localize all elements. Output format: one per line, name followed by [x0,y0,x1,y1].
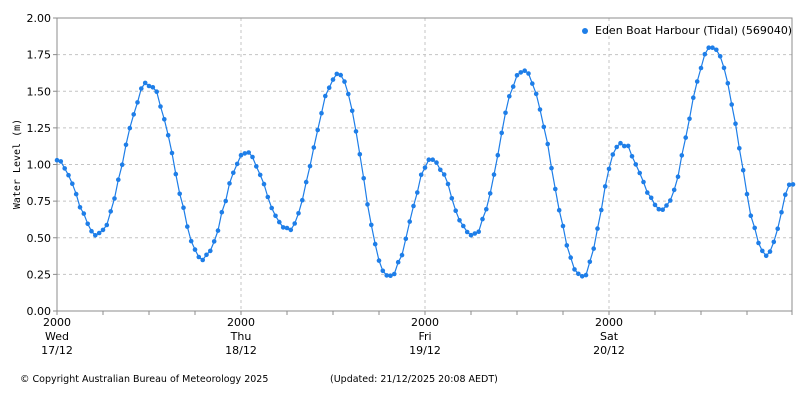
x-tick-label: 2000 Wed 17/12 [41,316,73,357]
svg-text:0.75: 0.75 [27,195,52,208]
svg-text:1.00: 1.00 [27,159,52,172]
x-tick-label: 2000 Thu 18/12 [225,316,257,357]
updated-timestamp: (Updated: 21/12/2025 20:08 AEDT) [330,374,498,385]
legend-label: Eden Boat Harbour (Tidal) (569040) [595,24,793,37]
svg-text:0.50: 0.50 [27,232,52,245]
svg-text:1.75: 1.75 [27,49,52,62]
x-tick-label: 2000 Fri 19/12 [409,316,441,357]
svg-text:1.50: 1.50 [27,85,52,98]
svg-text:2.00: 2.00 [27,12,52,25]
svg-text:1.25: 1.25 [27,122,52,135]
legend: Eden Boat Harbour (Tidal) (569040) [582,24,792,37]
legend-marker-icon [582,27,588,34]
plot-frame [56,17,793,312]
copyright-text: © Copyright Australian Bureau of Meteoro… [20,374,269,385]
y-axis-title: Water Level (m) [12,119,23,209]
svg-text:0.25: 0.25 [27,268,52,281]
gridlines [57,18,792,311]
x-tick-label: 2000 Sat 20/12 [593,316,625,357]
x-axis-ticks [56,311,793,315]
svg-text:0.00: 0.00 [27,305,52,318]
series-eden-boat-harbour [54,45,796,279]
y-axis-ticks: 0.00 0.25 0.50 0.75 1.00 1.25 1.50 1.75 2.00 [27,12,57,318]
